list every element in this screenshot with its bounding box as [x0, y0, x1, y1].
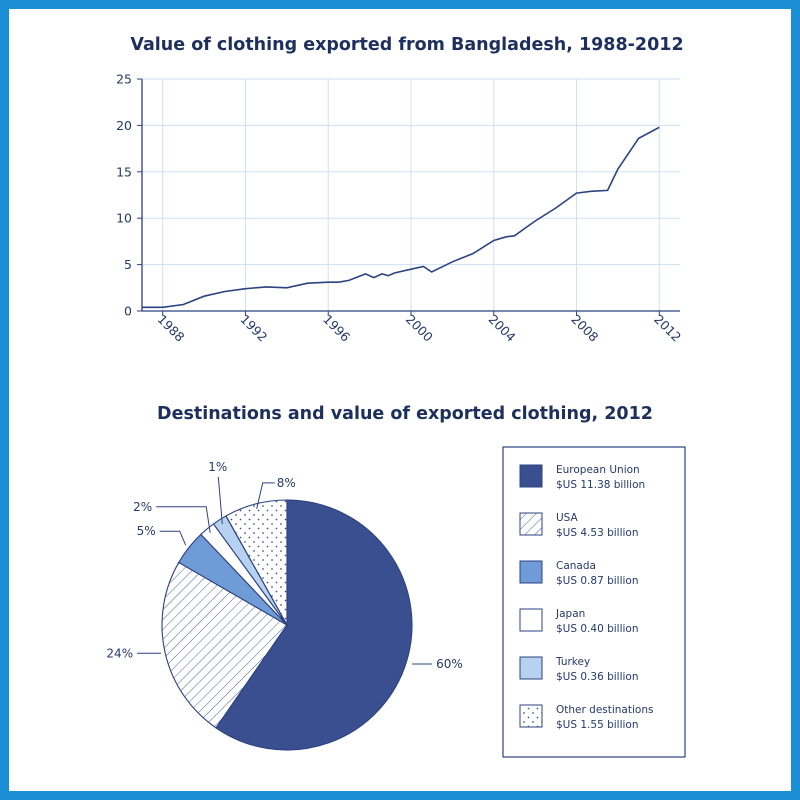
legend-label-canada: Canada: [556, 560, 596, 572]
x-tick-label: 2012: [651, 312, 684, 345]
pie-slice-other-destinations: [225, 499, 288, 628]
pie-percent-label-usa: 24%: [106, 646, 133, 660]
y-tick-label: 15: [116, 164, 132, 179]
x-tick-label: 2008: [568, 312, 601, 345]
y-tick-label: 25: [116, 72, 132, 87]
line-chart-x-ticks: 1988 1992 1996 2000 2004 2008 2012: [155, 311, 684, 345]
legend-swatch-turkey: [519, 656, 543, 680]
x-tick-label: 1996: [320, 312, 353, 345]
legend-value-canada: $US 0.87 billion: [556, 575, 639, 587]
leader-line-canada: [159, 530, 187, 546]
legend-swatch-usa: [519, 512, 543, 536]
legend-value-usa: $US 4.53 billion: [556, 527, 639, 539]
legend-value-european-union: $US 11.38 billion: [556, 479, 645, 491]
line-chart-title: Value of clothing exported from Banglade…: [130, 35, 683, 55]
legend-label-usa: USA: [556, 512, 579, 524]
pie-percent-label-other-destinations: 8%: [277, 476, 296, 490]
legend-label-other-destinations: Other destinations: [556, 704, 653, 716]
legend-swatch-canada: [519, 560, 543, 584]
pie-percent-label-canada: 5%: [137, 524, 156, 538]
leader-line-japan: [156, 506, 211, 533]
pie-slice-european-union: [215, 499, 413, 751]
line-chart-grid: [142, 78, 680, 312]
x-tick-label: 1992: [237, 312, 270, 345]
x-tick-label: 2000: [403, 312, 436, 345]
pie-slice-usa: [161, 561, 288, 729]
line-chart-y-ticks: 0 5 10 15 20 25: [116, 72, 142, 319]
legend-label-turkey: Turkey: [555, 656, 590, 668]
legend-swatch-european-union: [519, 464, 543, 488]
pie-percent-label-japan: 2%: [133, 500, 152, 514]
y-tick-label: 5: [124, 257, 132, 272]
pie-percent-labels: 60% 24% 5% 2% 1% 8%: [106, 460, 462, 671]
legend-swatch-japan: [519, 608, 543, 632]
y-tick-label: 0: [124, 304, 132, 319]
leader-line-other-destinations: [256, 482, 275, 510]
pie-chart-title: Destinations and value of exported cloth…: [157, 404, 653, 424]
pie-slices: [161, 499, 413, 751]
pie-legend: European Union $US 11.38 billion USA $US 4.…: [502, 446, 686, 758]
pie-percent-label-turkey: 1%: [208, 460, 227, 474]
legend-swatch-other-destinations: [519, 704, 543, 728]
clothing-export-line: [142, 126, 660, 309]
legend-label-japan: Japan: [555, 608, 585, 620]
legend-value-other-destinations: $US 1.55 billion: [556, 719, 639, 731]
legend-value-japan: $US 0.40 billion: [556, 623, 639, 635]
pie-percent-label-european-union: 60%: [436, 657, 463, 671]
legend-value-turkey: $US 0.36 billion: [556, 671, 639, 683]
y-tick-label: 20: [116, 118, 132, 133]
leader-line-turkey: [217, 476, 223, 524]
y-tick-label: 10: [116, 211, 132, 226]
x-tick-label: 2004: [486, 312, 519, 345]
legend-label-european-union: European Union: [556, 464, 640, 476]
x-tick-label: 1988: [155, 312, 188, 345]
